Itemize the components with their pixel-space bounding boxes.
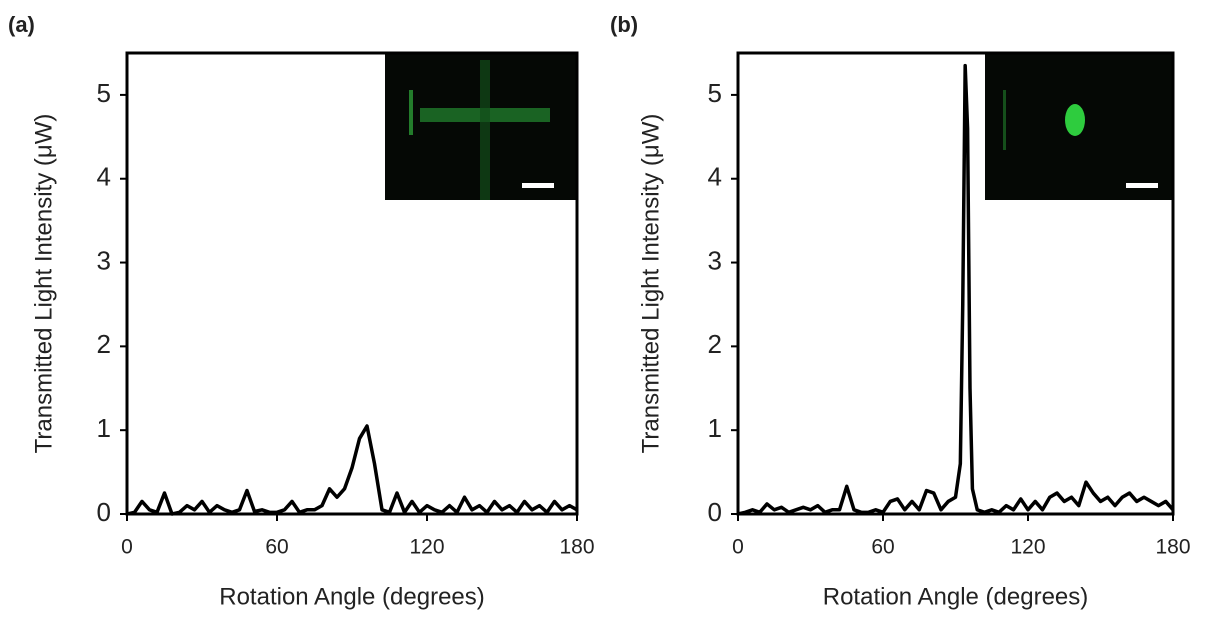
inset-a [385,53,577,200]
panel-label: (b) [610,12,638,37]
data-line [126,424,578,516]
x-tick-label: 180 [559,536,594,559]
x-tick-label: 0 [121,536,133,559]
y-axis-label: Transmitted Light Intensity (μW) [30,114,57,454]
x-tick-label: 120 [409,536,444,559]
x-tick-label: 0 [732,536,744,559]
y-tick-label: 2 [97,329,111,359]
y-tick-label: 5 [97,78,111,108]
x-tick-label: 60 [265,536,288,559]
inset-b [985,53,1173,200]
y-tick-label: 3 [708,245,722,275]
y-tick-label: 4 [708,162,722,192]
y-tick-label: 3 [97,245,111,275]
x-axis-label: Rotation Angle (degrees) [823,583,1089,610]
x-tick-label: 120 [1010,536,1045,559]
y-tick-label: 4 [97,162,111,192]
x-axis-label: Rotation Angle (degrees) [219,583,485,610]
y-tick-label: 0 [97,497,111,527]
y-tick-label: 1 [97,413,111,443]
y-tick-label: 1 [708,413,722,443]
x-tick-label: 180 [1155,536,1190,559]
data-line [737,63,1175,516]
panel-label: (a) [8,12,35,37]
y-tick-label: 5 [708,78,722,108]
plot-frame [125,51,579,516]
plot-frame [736,51,1175,516]
y-tick-label: 0 [708,497,722,527]
x-tick-label: 60 [871,536,894,559]
y-axis-label: Transmitted Light Intensity (μW) [637,114,664,454]
y-tick-label: 2 [708,329,722,359]
